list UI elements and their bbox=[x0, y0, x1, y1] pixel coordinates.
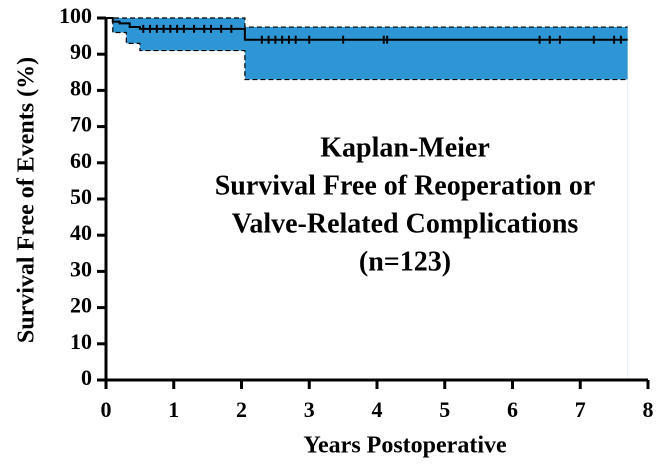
y-tick-label: 10 bbox=[70, 329, 92, 354]
annotation: (n=123) bbox=[359, 246, 451, 277]
x-tick-label: 0 bbox=[101, 397, 112, 422]
x-tick-label: 1 bbox=[168, 397, 179, 422]
x-tick-label: 2 bbox=[236, 397, 247, 422]
y-tick-label: 50 bbox=[70, 184, 92, 209]
annotation: Valve-Related Complications bbox=[232, 208, 579, 239]
ci-line bbox=[106, 17, 628, 28]
x-tick-label: 5 bbox=[439, 397, 450, 422]
x-axis-label: Years Postoperative bbox=[303, 433, 507, 459]
annotation: Kaplan-Meier bbox=[320, 132, 490, 163]
y-tick-label: 60 bbox=[70, 148, 92, 173]
y-tick-label: 0 bbox=[81, 365, 92, 390]
x-tick-label: 8 bbox=[643, 397, 654, 422]
x-tick-label: 6 bbox=[507, 397, 518, 422]
y-tick-label: 90 bbox=[70, 39, 92, 64]
y-tick-label: 70 bbox=[70, 112, 92, 137]
annotation: Survival Free of Reoperation or bbox=[215, 170, 596, 201]
y-axis-label: Survival Free of Events (%) bbox=[14, 57, 40, 343]
x-tick-label: 7 bbox=[575, 397, 586, 422]
y-tick-label: 80 bbox=[70, 75, 92, 100]
ci-line bbox=[106, 17, 628, 81]
y-tick-label: 40 bbox=[70, 220, 92, 245]
x-tick-label: 3 bbox=[304, 397, 315, 422]
y-tick-label: 30 bbox=[70, 256, 92, 281]
y-tick-label: 20 bbox=[70, 293, 92, 318]
ci-band-area bbox=[106, 18, 628, 380]
x-tick-label: 4 bbox=[372, 397, 383, 422]
y-tick-label: 100 bbox=[59, 3, 92, 28]
